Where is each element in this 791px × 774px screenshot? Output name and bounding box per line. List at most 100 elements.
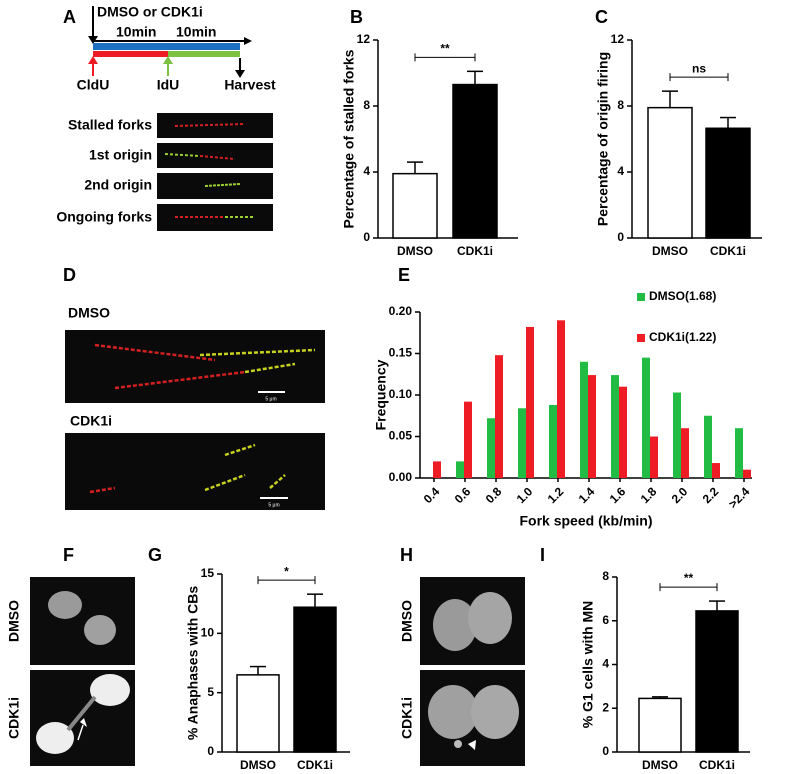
bar <box>743 469 751 478</box>
panel-letter: G <box>148 545 162 565</box>
significance-label: ns <box>692 61 706 75</box>
panel-letter: F <box>63 545 74 565</box>
bar <box>681 428 689 478</box>
bar <box>611 375 619 478</box>
y-tick-label: 2 <box>602 700 609 714</box>
x-tick-label: 1.0 <box>514 484 536 506</box>
bar <box>588 375 596 478</box>
interval-label: 10min <box>176 24 216 40</box>
panel-letter: A <box>63 7 76 27</box>
bar <box>712 463 720 478</box>
panel-letter: C <box>595 7 608 27</box>
legend-label: DMSO(1.68) <box>649 289 716 303</box>
bar <box>464 401 472 478</box>
x-tick-label: DMSO <box>642 758 678 772</box>
y-tick-label: 0 <box>207 744 214 758</box>
bar <box>518 408 526 478</box>
y-tick-label: 5 <box>207 685 214 699</box>
y-tick-label: 10 <box>201 626 215 640</box>
image-label: CDK1i <box>70 413 112 429</box>
x-tick-label: 1.6 <box>607 484 629 506</box>
bar <box>392 172 438 239</box>
y-tick-label: 12 <box>357 32 371 46</box>
x-tick-label: 1.8 <box>638 484 660 506</box>
image-label: DMSO <box>399 600 415 642</box>
y-tick-label: 0.00 <box>389 470 413 484</box>
fiber-label: Stalled forks <box>68 117 152 133</box>
y-tick-label: 4 <box>617 164 624 178</box>
schematic: DMSO or CDK1i 10min 10min CldU IdU Harve… <box>77 4 276 93</box>
y-tick-label: 15 <box>201 566 215 580</box>
y-axis-label: Frequency <box>373 359 389 430</box>
y-axis-label: Percentage of stalled forks <box>341 49 357 228</box>
x-tick-label: 1.2 <box>545 484 567 506</box>
microscopy-image: 5 μm <box>65 433 325 510</box>
y-tick-label: 4 <box>363 164 370 178</box>
y-tick-label: 0 <box>363 230 370 244</box>
y-tick-label: 0.05 <box>389 429 413 443</box>
bar <box>704 415 712 478</box>
bar <box>236 674 280 753</box>
bar <box>619 386 627 478</box>
panel-letter: I <box>540 545 545 565</box>
bar <box>433 461 441 478</box>
bar <box>557 320 565 478</box>
y-tick-label: 8 <box>602 569 609 583</box>
legend-swatch <box>637 334 645 342</box>
y-tick-label: 0.10 <box>389 387 413 401</box>
bar <box>647 106 693 239</box>
scale-label: 5 μm <box>268 502 279 508</box>
panel-letter: H <box>400 545 413 565</box>
microscopy-image <box>420 577 525 766</box>
x-tick-label: 1.4 <box>576 484 598 506</box>
y-tick-label: 6 <box>602 613 609 627</box>
bar <box>526 326 534 478</box>
significance-label: ** <box>440 42 450 56</box>
scale-label: 5 μm <box>265 396 276 402</box>
interval-label: 10min <box>116 24 156 40</box>
x-tick-label: 2.2 <box>700 484 722 506</box>
x-axis-label: Fork speed (kb/min) <box>519 513 652 529</box>
image-label: DMSO <box>68 305 110 321</box>
bar <box>650 436 658 478</box>
x-tick-label: DMSO <box>652 244 688 258</box>
bar <box>549 404 557 478</box>
y-tick-label: 0.15 <box>389 346 413 360</box>
y-axis-label: % G1 cells with MN <box>580 601 596 729</box>
bar <box>673 392 681 478</box>
x-tick-label: 0.8 <box>483 484 505 506</box>
x-tick-label: 0.6 <box>452 484 474 506</box>
y-axis-label: Percentage of origin firing <box>595 52 611 226</box>
bar <box>638 697 682 753</box>
x-tick-label: DMSO <box>240 758 276 772</box>
x-tick-label: 0.4 <box>421 484 443 506</box>
bar <box>580 361 588 478</box>
bar <box>487 418 495 478</box>
x-tick-label: DMSO <box>397 244 433 258</box>
bar <box>456 461 464 478</box>
y-tick-label: 8 <box>363 98 370 112</box>
y-tick-label: 4 <box>602 657 609 671</box>
microscopy-image <box>30 577 135 766</box>
y-tick-label: 8 <box>617 98 624 112</box>
bar <box>735 428 743 478</box>
microscopy-image: 5 μm <box>65 330 325 403</box>
panel-letter: B <box>350 7 363 27</box>
x-tick-label: CDK1i <box>710 244 746 258</box>
legend-swatch <box>637 293 645 301</box>
y-tick-label: 0 <box>617 230 624 244</box>
significance-label: * <box>284 564 289 578</box>
bar <box>705 127 751 239</box>
y-tick-label: 0 <box>602 744 609 758</box>
x-tick-label: CDK1i <box>699 758 735 772</box>
x-tick-label: 2.0 <box>669 484 691 506</box>
bar <box>452 83 498 239</box>
fiber-label: 1st origin <box>89 147 152 163</box>
label-name: IdU <box>157 77 180 93</box>
treatment-label: DMSO or CDK1i <box>97 4 203 20</box>
y-tick-label: 12 <box>611 32 625 46</box>
fiber-label: Ongoing forks <box>56 209 152 225</box>
bar <box>495 355 503 478</box>
image-label: DMSO <box>6 600 22 642</box>
